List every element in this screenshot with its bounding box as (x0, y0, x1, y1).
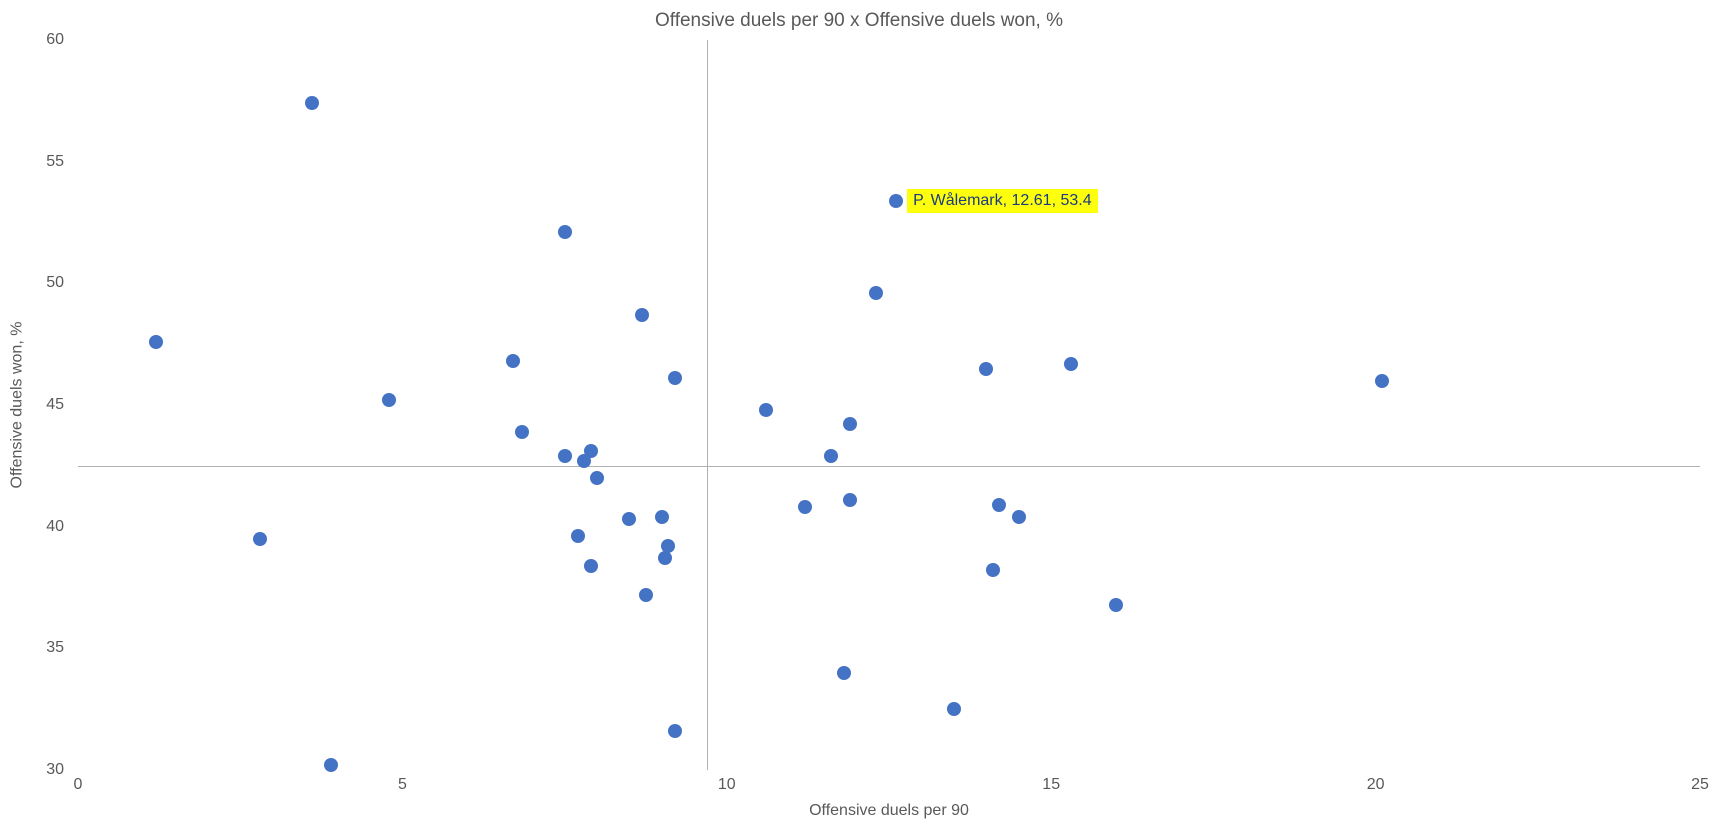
data-point (798, 500, 812, 514)
x-axis-label: Offensive duels per 90 (809, 802, 969, 820)
data-point (869, 286, 883, 300)
data-point (1064, 357, 1078, 371)
data-point (837, 666, 851, 680)
data-point (635, 308, 649, 322)
y-tick-label: 30 (46, 761, 64, 779)
scatter-chart: Offensive duels per 90 x Offensive duels… (0, 0, 1718, 828)
data-point (658, 551, 672, 565)
data-point (324, 758, 338, 772)
data-point (253, 532, 267, 546)
y-tick-label: 50 (46, 274, 64, 292)
y-tick-label: 45 (46, 396, 64, 414)
mean-line-vertical (707, 40, 708, 770)
data-point (986, 563, 1000, 577)
data-point (149, 335, 163, 349)
data-point (506, 354, 520, 368)
data-point (382, 393, 396, 407)
x-tick-label: 15 (1042, 776, 1060, 794)
data-point (584, 559, 598, 573)
data-point (668, 724, 682, 738)
data-point (1012, 510, 1026, 524)
data-point (843, 417, 857, 431)
data-point (655, 510, 669, 524)
plot-area (78, 40, 1700, 770)
y-tick-label: 60 (46, 31, 64, 49)
data-point (515, 425, 529, 439)
y-tick-label: 55 (46, 153, 64, 171)
data-point-callout: P. Wålemark, 12.61, 53.4 (907, 189, 1097, 213)
y-axis-label: Offensive duels won, % (8, 322, 26, 489)
data-point (824, 449, 838, 463)
chart-title: Offensive duels per 90 x Offensive duels… (0, 10, 1718, 32)
x-tick-label: 5 (398, 776, 407, 794)
data-point (979, 362, 993, 376)
data-point (577, 454, 591, 468)
data-point (668, 371, 682, 385)
y-tick-label: 35 (46, 639, 64, 657)
data-point (843, 493, 857, 507)
data-point (889, 194, 903, 208)
data-point (571, 529, 585, 543)
data-point (558, 449, 572, 463)
mean-line-horizontal (78, 466, 1700, 467)
data-point (558, 225, 572, 239)
data-point (639, 588, 653, 602)
data-point (992, 498, 1006, 512)
x-tick-label: 20 (1367, 776, 1385, 794)
data-point (1375, 374, 1389, 388)
y-tick-label: 40 (46, 518, 64, 536)
x-tick-label: 10 (718, 776, 736, 794)
x-tick-label: 25 (1691, 776, 1709, 794)
data-point (622, 512, 636, 526)
x-tick-label: 0 (74, 776, 83, 794)
data-point (305, 96, 319, 110)
data-point (759, 403, 773, 417)
data-point (1109, 598, 1123, 612)
data-point (947, 702, 961, 716)
data-point (590, 471, 604, 485)
